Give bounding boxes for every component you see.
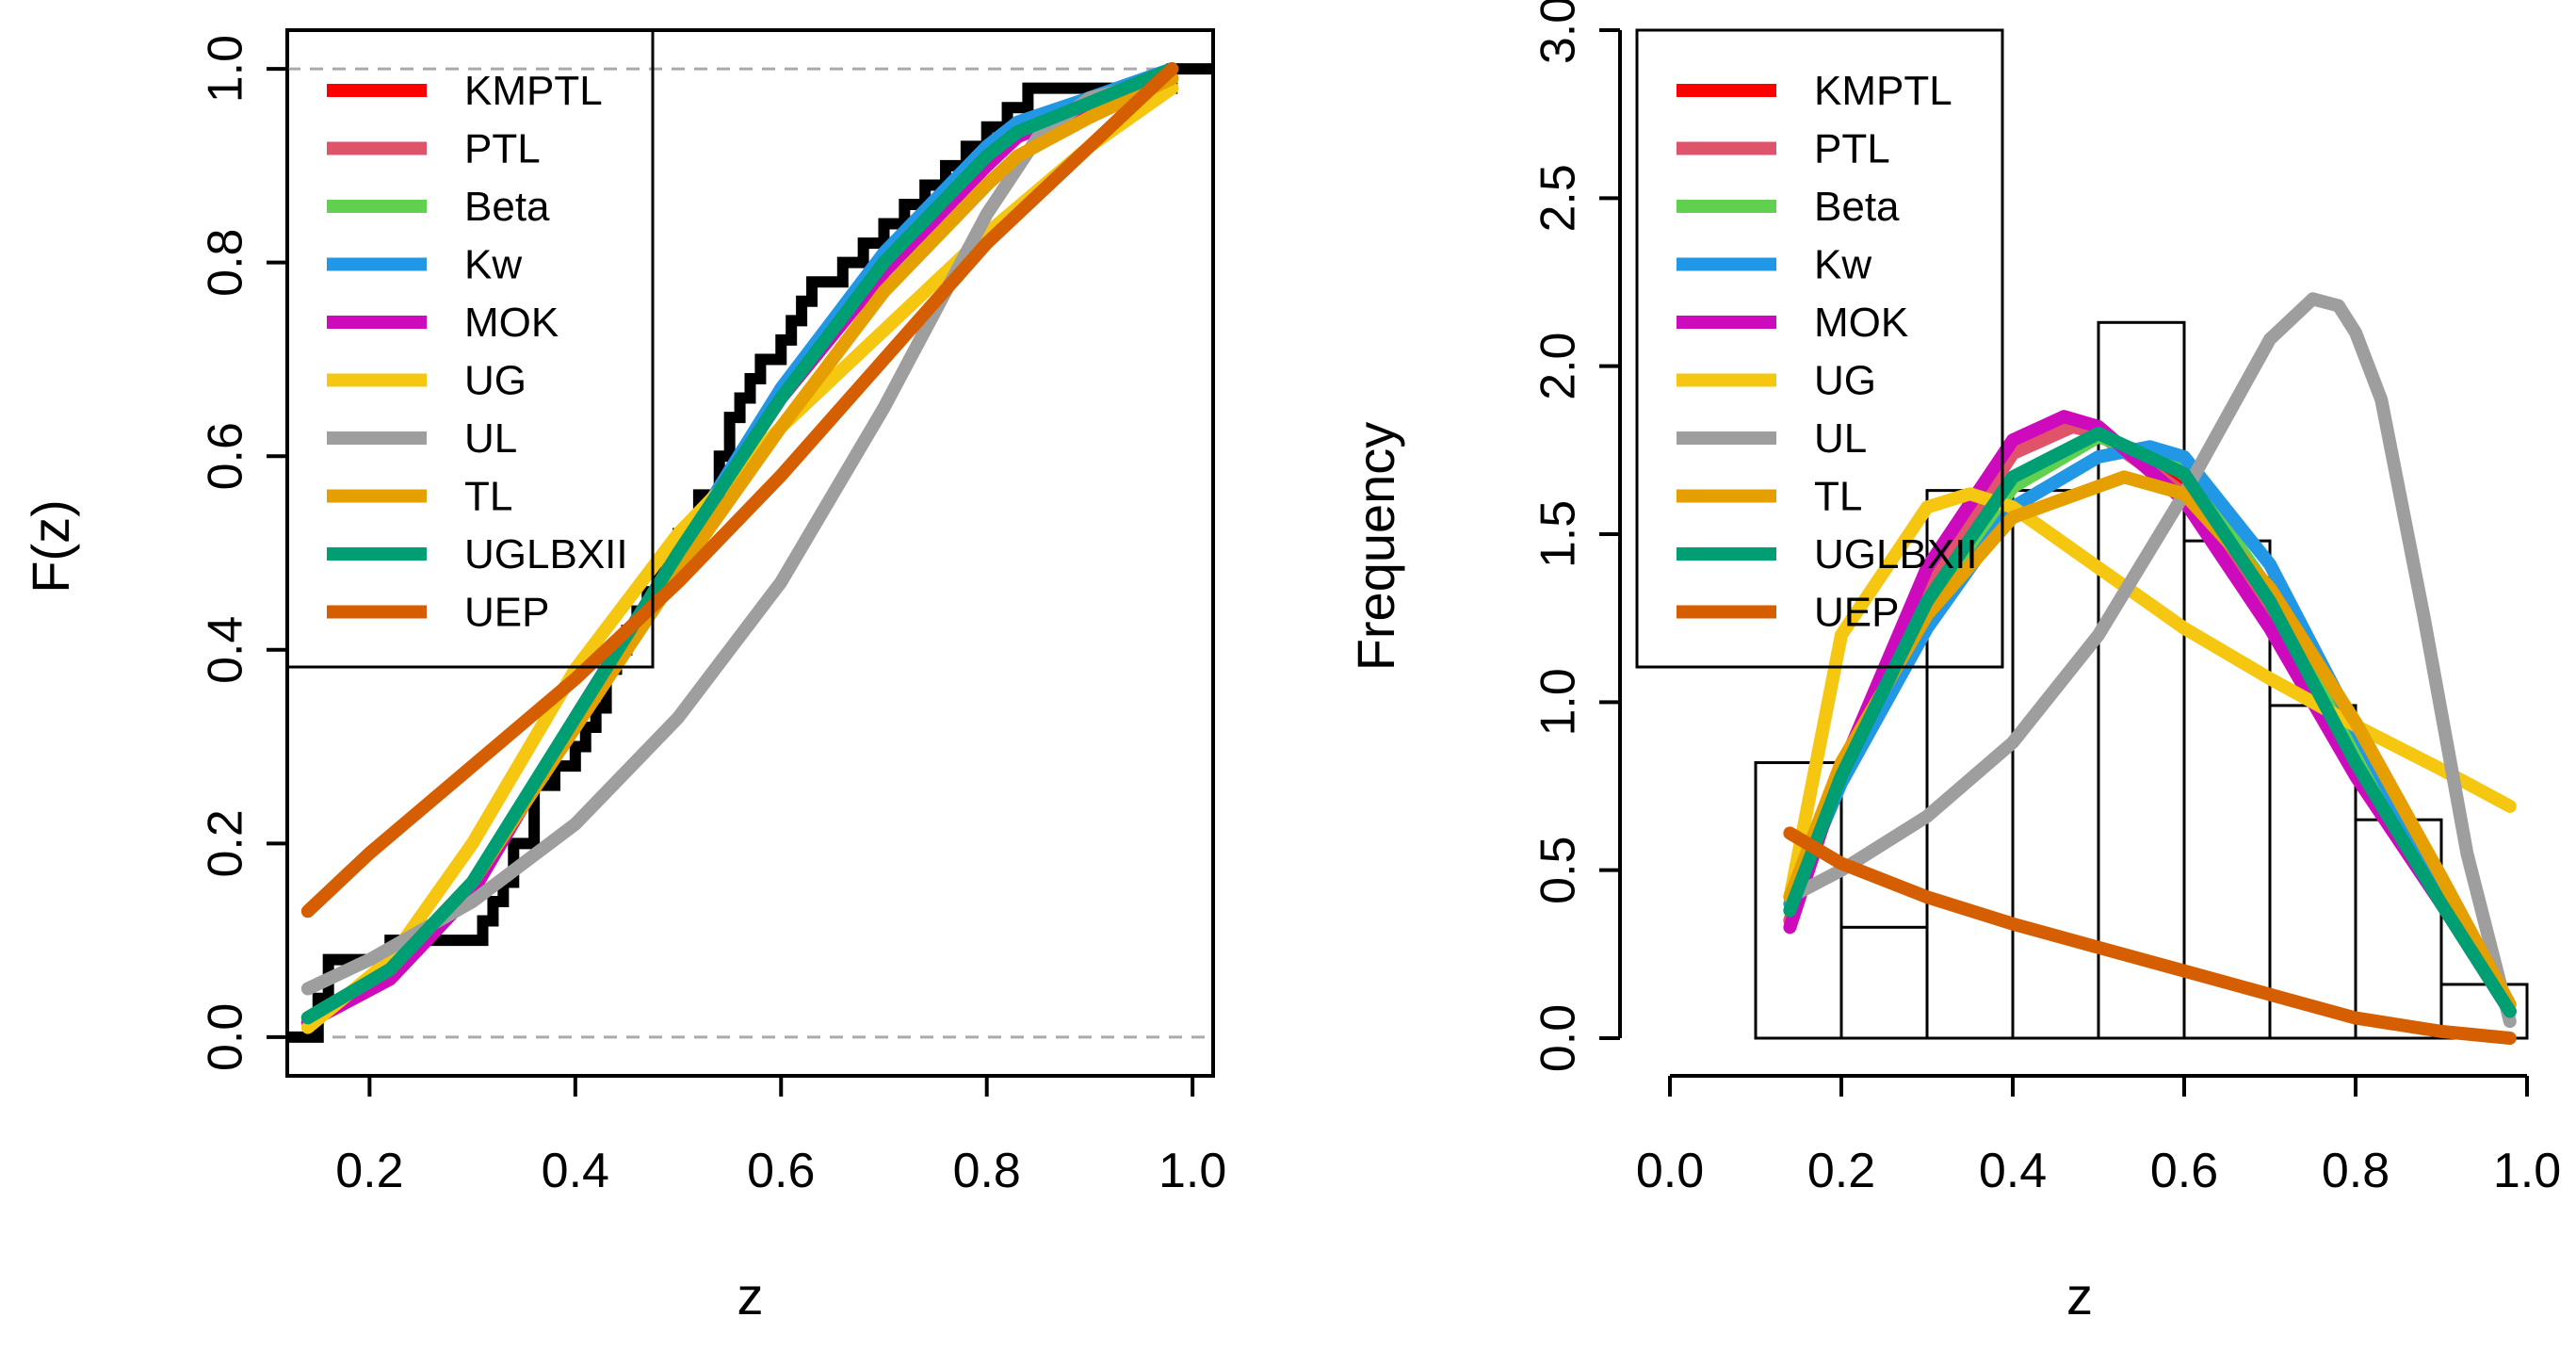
series-line-mok [300, 62, 1179, 1030]
y-tick-label-3: 0.6 [199, 422, 253, 490]
legend-label-kw: Kw [464, 242, 522, 288]
series-line-uglbxii [1783, 427, 2517, 1018]
density-panel: 0.0 0.2 0.4 0.6 0.8 1.0 0.0 0.5 1.0 1.5 2.0 2.5 3.0 z… [1346, 0, 2561, 1325]
y-tick-label-1: 0.2 [199, 809, 253, 877]
x-tick-label-4: 1.0 [1158, 1144, 1226, 1198]
x-tick-label-3: 0.6 [2150, 1144, 2218, 1198]
legend-label-beta: Beta [464, 184, 550, 230]
legend-label-uglbxii: UGLBXII [464, 531, 628, 577]
series-line-ul [1783, 292, 2517, 1029]
series-line-ul [300, 72, 1179, 996]
histogram-bar-3 [2011, 489, 2100, 1040]
y-tick-label-4: 0.8 [199, 229, 253, 297]
x-tick-label-3: 0.8 [953, 1144, 1021, 1198]
series-line-kw [300, 62, 1179, 1025]
series-line-ug [1783, 487, 2517, 904]
y-tick-label-1: 0.5 [1531, 837, 1586, 904]
y-tick-label-0: 0.0 [1531, 1004, 1586, 1072]
legend-label-ul: UL [1814, 415, 1867, 462]
legend-label-uglbxii: UGLBXII [1814, 531, 1978, 577]
legend-label-ptl: PTL [464, 126, 541, 172]
histogram-bar-1 [1839, 925, 1929, 1040]
x-axis-title: z [2066, 1266, 2093, 1325]
x-tick-label-4: 0.8 [2322, 1144, 2390, 1198]
y-tick-label-6: 3.0 [1531, 0, 1586, 64]
y-tick-label-5: 1.0 [199, 35, 253, 103]
series-line-uep [1783, 826, 2517, 1045]
x-tick-label-0: 0.0 [1636, 1144, 1704, 1198]
legend-label-ug: UG [464, 358, 527, 404]
legend-label-kmptl: KMPTL [464, 68, 603, 114]
y-tick-label-5: 2.5 [1531, 164, 1586, 232]
legend-box [285, 28, 655, 669]
cdf-panel: 0.2 0.4 0.6 0.8 1.0 0.0 0.2 0.4 0.6 0.8 1.0 z F(z) KM… [21, 28, 1226, 1325]
series-line-tl [300, 72, 1179, 1025]
x-axis-title: z [737, 1266, 764, 1325]
legend: KMPTL PTL Beta Kw MOK UG UL TL UGLBXII UEP [1635, 28, 2004, 669]
legend-label-beta: Beta [1814, 184, 1900, 230]
x-tick-label-1: 0.2 [1807, 1144, 1875, 1198]
histogram-bar-0 [1754, 761, 1843, 1040]
legend-label-ptl: PTL [1814, 126, 1890, 172]
x-tick-label-2: 0.4 [1979, 1144, 2047, 1198]
series-line-uglbxii [300, 62, 1179, 1025]
y-axis-title: Frequency [1346, 422, 1405, 672]
series-line-ptl [300, 62, 1179, 1025]
y-tick-label-3: 1.5 [1531, 500, 1586, 568]
legend-label-ul: UL [464, 415, 517, 462]
y-tick-label-2: 1.0 [1531, 668, 1586, 736]
legend-label-uep: UEP [1814, 590, 1899, 636]
series-line-kmptl [300, 62, 1179, 1030]
series-line-beta [300, 62, 1179, 1025]
legend-label-mok: MOK [464, 300, 559, 346]
legend-label-ug: UG [1814, 358, 1876, 404]
legend-label-mok: MOK [1814, 300, 1908, 346]
x-tick-label-2: 0.6 [747, 1144, 815, 1198]
y-tick-label-0: 0.0 [199, 1003, 253, 1071]
legend-label-tl: TL [464, 474, 512, 520]
y-tick-label-2: 0.4 [199, 616, 253, 684]
legend-label-kmptl: KMPTL [1814, 68, 1952, 114]
legend-label-uep: UEP [464, 590, 549, 636]
x-tick-label-5: 1.0 [2493, 1144, 2561, 1198]
x-tick-label-1: 0.4 [542, 1144, 609, 1198]
legend-box [1635, 28, 2004, 669]
y-tick-label-4: 2.0 [1531, 333, 1586, 400]
legend: KMPTL PTL Beta Kw MOK UG UL TL UGLBXII UEP [285, 28, 655, 669]
legend-label-kw: Kw [1814, 242, 1871, 288]
legend-label-tl: TL [1814, 474, 1862, 520]
y-axis-title: F(z) [21, 499, 80, 594]
series-line-ug [300, 81, 1179, 1034]
series-line-uep [300, 62, 1179, 919]
x-tick-label-0: 0.2 [335, 1144, 403, 1198]
